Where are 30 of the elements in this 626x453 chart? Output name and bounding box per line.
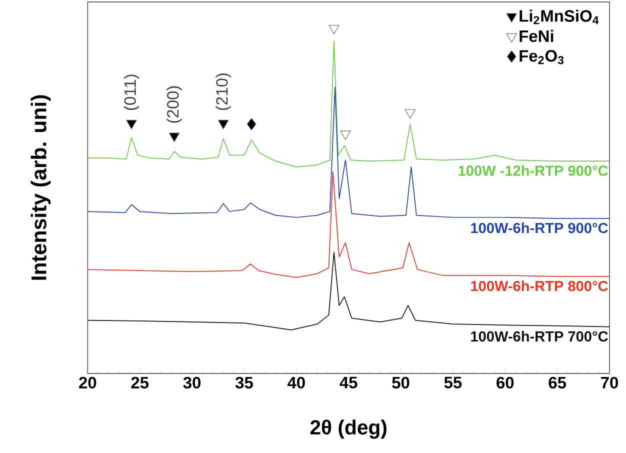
x-tick-label: 35 [235, 376, 253, 389]
legend-label: Fe$_{2}$O$_{3}$ [520, 50, 564, 64]
x-tick-label: 30 [183, 376, 201, 389]
point [218, 120, 229, 130]
series-label: 100W-6h-RTP 700°C [471, 330, 608, 342]
point [340, 130, 351, 140]
annotation: (200) [166, 86, 182, 123]
point [168, 132, 180, 142]
y-axis-title: Intensity (arb. uni) [30, 95, 51, 280]
x-tick-label: 55 [444, 376, 462, 388]
x-tick-label: 70 [601, 376, 618, 389]
x-axis-title: 2θ (deg) [310, 420, 386, 439]
x-tick-label: 60 [496, 376, 514, 389]
x-tick-label: 50 [392, 376, 410, 389]
x-tick-label: 65 [548, 376, 566, 389]
point [404, 109, 416, 119]
series-label: 100W-6h-RTP 900°C [471, 222, 608, 234]
legend-label: FeNi [520, 30, 554, 42]
annotation: (011) [124, 74, 140, 110]
x-tick-label: 25 [131, 376, 149, 389]
point [246, 118, 256, 130]
legend-label: Li$_{2}$MnSiO$_{4}$ [520, 10, 599, 24]
x-tick-label: 40 [287, 376, 305, 389]
x-tick-label: 45 [340, 376, 358, 388]
annotation: (210) [216, 74, 232, 110]
series-label: 100W -12h-RTP 900°C [458, 165, 608, 176]
series-label: 100W-6h-RTP 800°C [471, 280, 608, 292]
point [126, 120, 137, 130]
x-tick-label: 20 [79, 376, 96, 389]
point [328, 24, 340, 34]
